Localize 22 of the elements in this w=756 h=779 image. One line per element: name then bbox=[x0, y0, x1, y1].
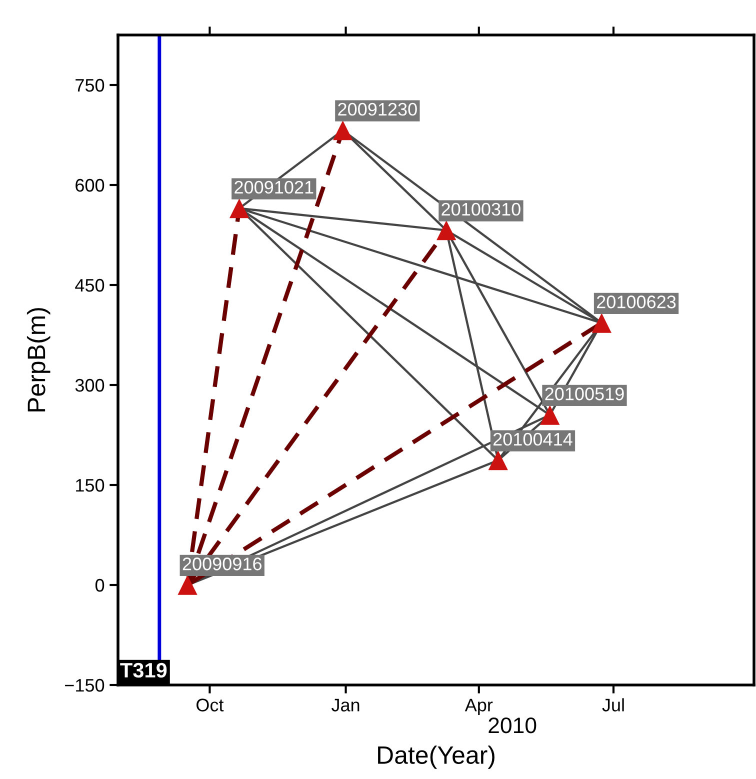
text: 2010 bbox=[488, 717, 536, 734]
annotation: 20100623 bbox=[597, 296, 676, 308]
x-tick-label: Apr bbox=[464, 698, 493, 716]
y-tick-label: −150 bbox=[65, 678, 104, 692]
y-tick-label: 300 bbox=[75, 378, 104, 392]
annotation: 20100519 bbox=[545, 388, 624, 400]
x-axis-title: Date(Year) bbox=[378, 746, 494, 769]
y-tick-label: 600 bbox=[76, 178, 104, 192]
annotation: 20091021 bbox=[234, 180, 314, 194]
annotation: T319 bbox=[120, 662, 167, 678]
annotation: 20100414 bbox=[493, 432, 572, 446]
y-tick-label: 150 bbox=[76, 478, 104, 492]
x-tick-label: Jul bbox=[602, 698, 624, 712]
x-tick-label: Oct bbox=[196, 698, 224, 712]
annotation: 20100310 bbox=[442, 202, 520, 216]
x-tick-label: Jan bbox=[332, 698, 360, 712]
y-tick-label: 750 bbox=[76, 78, 104, 92]
y-tick-label: 0 bbox=[95, 578, 104, 592]
y-tick-label: 450 bbox=[75, 278, 104, 292]
y-axis-title: PerpB(m) bbox=[26, 308, 50, 412]
annotation: 20090916 bbox=[182, 558, 262, 570]
annotation: 20091230 bbox=[338, 102, 417, 116]
